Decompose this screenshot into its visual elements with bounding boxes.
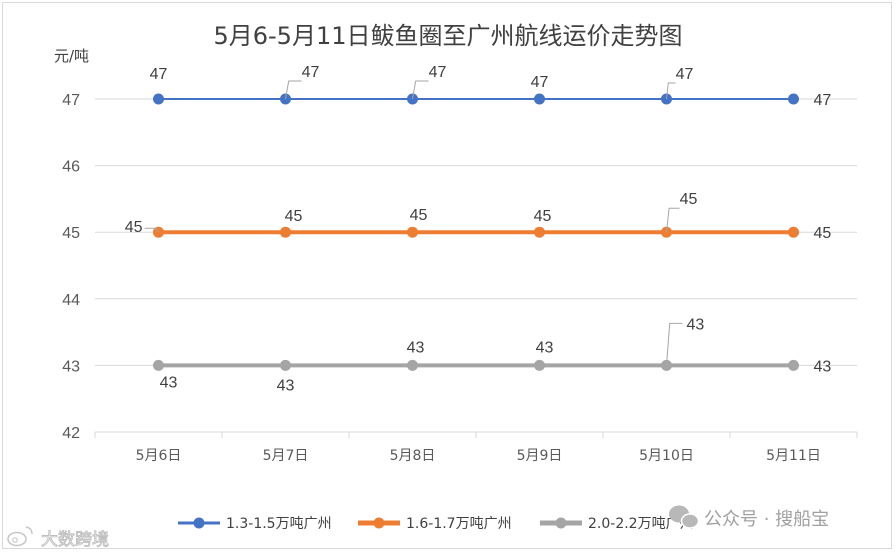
data-label: 45 (410, 207, 428, 224)
data-label: 43 (687, 316, 705, 333)
data-point (534, 359, 545, 371)
y-axis-ticks: 42 43 44 45 46 47 (62, 92, 80, 442)
data-point (788, 359, 799, 371)
data-label: 47 (302, 64, 320, 81)
x-tick-label: 5月6日 (136, 448, 182, 464)
y-tick-label: 44 (62, 292, 80, 309)
y-tick-label: 43 (62, 358, 80, 375)
chart-title: 5月6-5月11日鲅鱼圈至广州航线运价走势图 (213, 22, 682, 50)
leader-line (144, 227, 159, 233)
data-label: 45 (285, 208, 303, 225)
legend-entry-3: 2.0-2.2万吨广州 (588, 516, 694, 532)
data-point (788, 226, 799, 238)
data-point (407, 359, 418, 371)
data-label: 47 (676, 66, 694, 83)
x-tick-label: 5月7日 (263, 448, 309, 464)
data-point (280, 226, 291, 238)
data-label: 45 (680, 191, 698, 208)
leader-line (666, 82, 676, 100)
data-label: 43 (407, 339, 425, 356)
x-tick-label: 5月11日 (766, 448, 821, 464)
legend-swatch-marker (373, 517, 385, 529)
data-label: 43 (814, 358, 832, 375)
data-label: 47 (429, 64, 447, 81)
data-point (280, 359, 291, 371)
x-tick-label: 5月8日 (390, 448, 436, 464)
legend-swatch-marker (193, 517, 205, 529)
x-tick-label: 5月9日 (517, 448, 563, 464)
data-point (534, 226, 545, 238)
series-group (153, 93, 799, 371)
data-label: 45 (814, 225, 832, 242)
legend-entry-2: 1.6-1.7万吨广州 (406, 516, 512, 532)
y-tick-label: 42 (62, 425, 80, 442)
data-label: 43 (536, 339, 554, 356)
gridlines (95, 98, 857, 433)
watermark-left: 大数跨境 (7, 526, 109, 550)
legend: 1.3-1.5万吨广州 1.6-1.7万吨广州 2.0-2.2万吨广州 (178, 516, 694, 532)
data-point (407, 226, 418, 238)
data-label: 45 (125, 219, 143, 236)
data-point (153, 359, 164, 371)
y-axis-label: 元/吨 (54, 47, 89, 65)
y-tick-label: 47 (62, 92, 80, 109)
data-label: 45 (534, 208, 552, 225)
leader-line (666, 207, 680, 233)
leader-line (285, 80, 302, 100)
x-tick-label: 5月10日 (639, 448, 694, 464)
data-label: 43 (160, 374, 178, 391)
watermark-right: 公众号 · 搜船宝 (669, 505, 829, 530)
leader-line (666, 322, 683, 366)
legend-swatch-marker (555, 517, 567, 529)
data-point (788, 93, 799, 105)
data-point (153, 93, 164, 105)
data-label: 43 (277, 377, 295, 394)
y-tick-label: 45 (62, 225, 80, 242)
wechat-logo-icon (669, 505, 700, 529)
weibo-logo-icon (7, 526, 33, 547)
x-axis: 5月6日 5月7日 5月8日 5月9日 5月10日 5月11日 (94, 432, 858, 464)
y-tick-label: 46 (62, 159, 80, 176)
watermark-right-text: 公众号 · 搜船宝 (704, 509, 829, 530)
data-labels: 47 47 47 47 47 47 45 45 45 45 45 45 43 43 43 43 43 43 (125, 64, 832, 394)
data-label: 47 (531, 74, 549, 91)
data-point (534, 93, 545, 105)
watermark-left-text: 大数跨境 (41, 530, 109, 550)
legend-entry-1: 1.3-1.5万吨广州 (226, 516, 332, 532)
leader-line (412, 80, 429, 100)
data-label: 47 (814, 92, 832, 109)
data-label: 47 (150, 66, 168, 83)
